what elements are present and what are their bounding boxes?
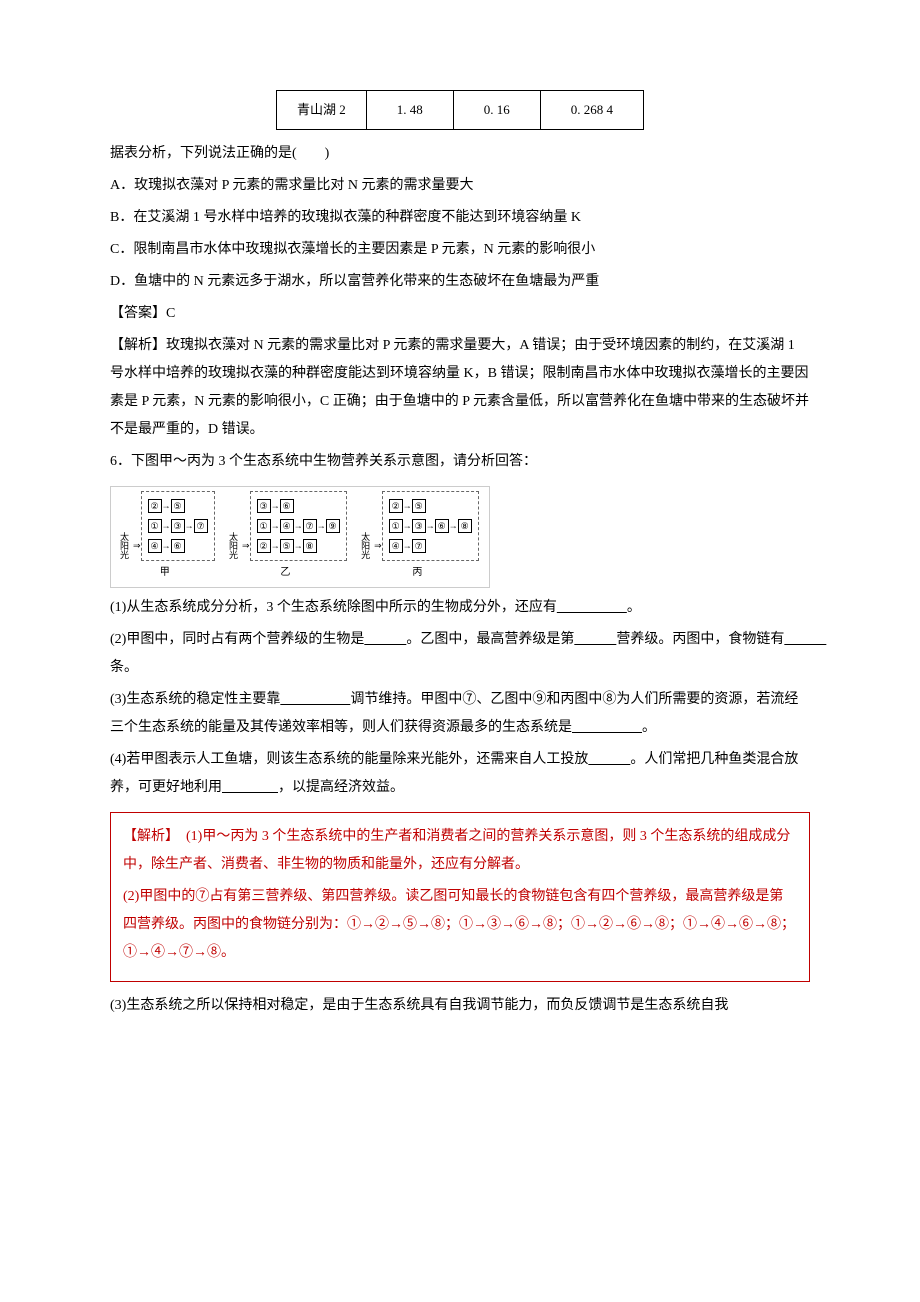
arrow-icon: →	[271, 501, 280, 511]
label-yi: 乙	[224, 563, 347, 583]
blank-fill	[557, 600, 627, 615]
arrow-icon: →	[162, 501, 171, 511]
node-9: ⑨	[326, 519, 340, 533]
blank-fill	[572, 720, 642, 735]
node-3: ③	[171, 519, 185, 533]
blank-fill	[222, 780, 278, 795]
node-4: ④	[148, 539, 162, 553]
q6-sub4-text-c: ，以提高经济效益。	[278, 780, 404, 795]
table-row: 青山湖 2 1. 48 0. 16 0. 268 4	[276, 91, 643, 130]
arrow-icon: →	[271, 541, 280, 551]
food-web-diagram: 太阳光⇒ ②→⑤ ①→③→⑦ ④→⑥ 甲 太阳光⇒ ③→⑥ ①→④→⑦→⑨ ②→…	[110, 486, 490, 588]
arrow-icon: ⇒	[133, 541, 141, 551]
arrow-icon: →	[426, 521, 435, 531]
explanation-red-box: 【解析】 (1)甲～丙为 3 个生态系统中的生产者和消费者之间的营养关系示意图，…	[110, 812, 810, 982]
sunlight-label: 太阳光	[356, 532, 374, 559]
node-7: ⑦	[303, 519, 317, 533]
q5-opt-a: A．玫瑰拟衣藻对 P 元素的需求量比对 N 元素的需求量要大	[110, 172, 810, 200]
redbox-p1: 【解析】 (1)甲～丙为 3 个生态系统中的生产者和消费者之间的营养关系示意图，…	[123, 823, 797, 879]
node-8: ⑧	[458, 519, 472, 533]
node-1: ①	[148, 519, 162, 533]
blank-fill	[280, 692, 350, 707]
q6-sub2-text-d: 条。	[110, 660, 138, 675]
node-7: ⑦	[194, 519, 208, 533]
node-3: ③	[257, 499, 271, 513]
node-6: ⑥	[171, 539, 185, 553]
q5-opt-c: C．限制南昌市水体中玫瑰拟衣藻增长的主要因素是 P 元素，N 元素的影响很小	[110, 236, 810, 264]
blank-fill	[588, 752, 630, 767]
q6-sub2-text-c: 营养级。丙图中，食物链有	[616, 632, 784, 647]
arrow-icon: →	[449, 521, 458, 531]
arrow-icon: →	[317, 521, 326, 531]
arrow-icon: →	[403, 521, 412, 531]
node-7: ⑦	[412, 539, 426, 553]
sunlight-label: 太阳光	[115, 532, 133, 559]
redbox-p2: (2)甲图中的⑦占有第三营养级、第四营养级。读乙图可知最长的食物链包含有四个营养…	[123, 883, 797, 967]
q6-sub1-text-b: 。	[627, 600, 641, 615]
node-1: ①	[389, 519, 403, 533]
cell-val2: 0. 16	[453, 91, 540, 130]
arrow-icon: ⇒	[374, 541, 382, 551]
cell-val3: 0. 268 4	[540, 91, 643, 130]
data-table: 青山湖 2 1. 48 0. 16 0. 268 4	[276, 90, 644, 130]
node-2: ②	[148, 499, 162, 513]
arrow-icon: →	[185, 521, 194, 531]
node-3: ③	[412, 519, 426, 533]
node-1: ①	[257, 519, 271, 533]
cell-lake: 青山湖 2	[276, 91, 366, 130]
label-jia: 甲	[115, 563, 215, 583]
panel-jia: 太阳光⇒ ②→⑤ ①→③→⑦ ④→⑥ 甲	[115, 491, 215, 583]
q5-opt-b: B．在艾溪湖 1 号水样中培养的玫瑰拟衣藻的种群密度不能达到环境容纳量 K	[110, 204, 810, 232]
blank-fill	[574, 632, 616, 647]
q6-sub3-text-a: (3)生态系统的稳定性主要靠	[110, 692, 280, 707]
node-6: ⑥	[280, 499, 294, 513]
q6-stem: 6．下图甲～丙为 3 个生态系统中生物营养关系示意图，请分析回答：	[110, 448, 810, 476]
q5-answer: 【答案】C	[110, 300, 810, 328]
arrow-icon: →	[271, 521, 280, 531]
node-5: ⑤	[412, 499, 426, 513]
q6-sub2-text-a: (2)甲图中，同时占有两个营养级的生物是	[110, 632, 364, 647]
q5-explain: 【解析】玫瑰拟衣藻对 N 元素的需求量比对 P 元素的需求量要大，A 错误；由于…	[110, 332, 810, 444]
node-4: ④	[280, 519, 294, 533]
node-6: ⑥	[435, 519, 449, 533]
node-8: ⑧	[303, 539, 317, 553]
arrow-icon: →	[162, 521, 171, 531]
q6-sub2-text-b: 。乙图中，最高营养级是第	[406, 632, 574, 647]
web-box-yi: ③→⑥ ①→④→⑦→⑨ ②→⑤→⑧	[250, 491, 347, 561]
node-2: ②	[389, 499, 403, 513]
node-2: ②	[257, 539, 271, 553]
q6-sub3-text-c: 。	[642, 720, 656, 735]
q5-stem: 据表分析，下列说法正确的是( )	[110, 140, 810, 168]
cell-val1: 1. 48	[366, 91, 453, 130]
q6-sub1: (1)从生态系统成分分析，3 个生态系统除图中所示的生物成分外，还应有 。	[110, 594, 810, 622]
web-box-bing: ②→⑤ ①→③→⑥→⑧ ④→⑦	[382, 491, 479, 561]
arrow-icon: →	[162, 541, 171, 551]
arrow-icon: ⇒	[242, 541, 250, 551]
arrow-icon: →	[294, 541, 303, 551]
q6-sub2: (2)甲图中，同时占有两个营养级的生物是 。乙图中，最高营养级是第 营养级。丙图…	[110, 626, 810, 682]
blank-fill	[364, 632, 406, 647]
label-bing: 丙	[356, 563, 479, 583]
panel-yi: 太阳光⇒ ③→⑥ ①→④→⑦→⑨ ②→⑤→⑧ 乙	[224, 491, 347, 583]
arrow-icon: →	[403, 541, 412, 551]
web-box-jia: ②→⑤ ①→③→⑦ ④→⑥	[141, 491, 215, 561]
node-5: ⑤	[171, 499, 185, 513]
q6-sub3: (3)生态系统的稳定性主要靠 调节维持。甲图中⑦、乙图中⑨和丙图中⑧为人们所需要…	[110, 686, 810, 742]
sunlight-label: 太阳光	[224, 532, 242, 559]
q6-sub4-text-a: (4)若甲图表示人工鱼塘，则该生态系统的能量除来光能外，还需来自人工投放	[110, 752, 588, 767]
q6-sub4: (4)若甲图表示人工鱼塘，则该生态系统的能量除来光能外，还需来自人工投放 。人们…	[110, 746, 810, 802]
q6-sub1-text-a: (1)从生态系统成分分析，3 个生态系统除图中所示的生物成分外，还应有	[110, 600, 557, 615]
blank-fill	[784, 632, 826, 647]
q6-after: (3)生态系统之所以保持相对稳定，是由于生态系统具有自我调节能力，而负反馈调节是…	[110, 992, 810, 1020]
arrow-icon: →	[294, 521, 303, 531]
node-5: ⑤	[280, 539, 294, 553]
node-4: ④	[389, 539, 403, 553]
arrow-icon: →	[403, 501, 412, 511]
panel-bing: 太阳光⇒ ②→⑤ ①→③→⑥→⑧ ④→⑦ 丙	[356, 491, 479, 583]
q5-opt-d: D．鱼塘中的 N 元素远多于湖水，所以富营养化带来的生态破坏在鱼塘最为严重	[110, 268, 810, 296]
